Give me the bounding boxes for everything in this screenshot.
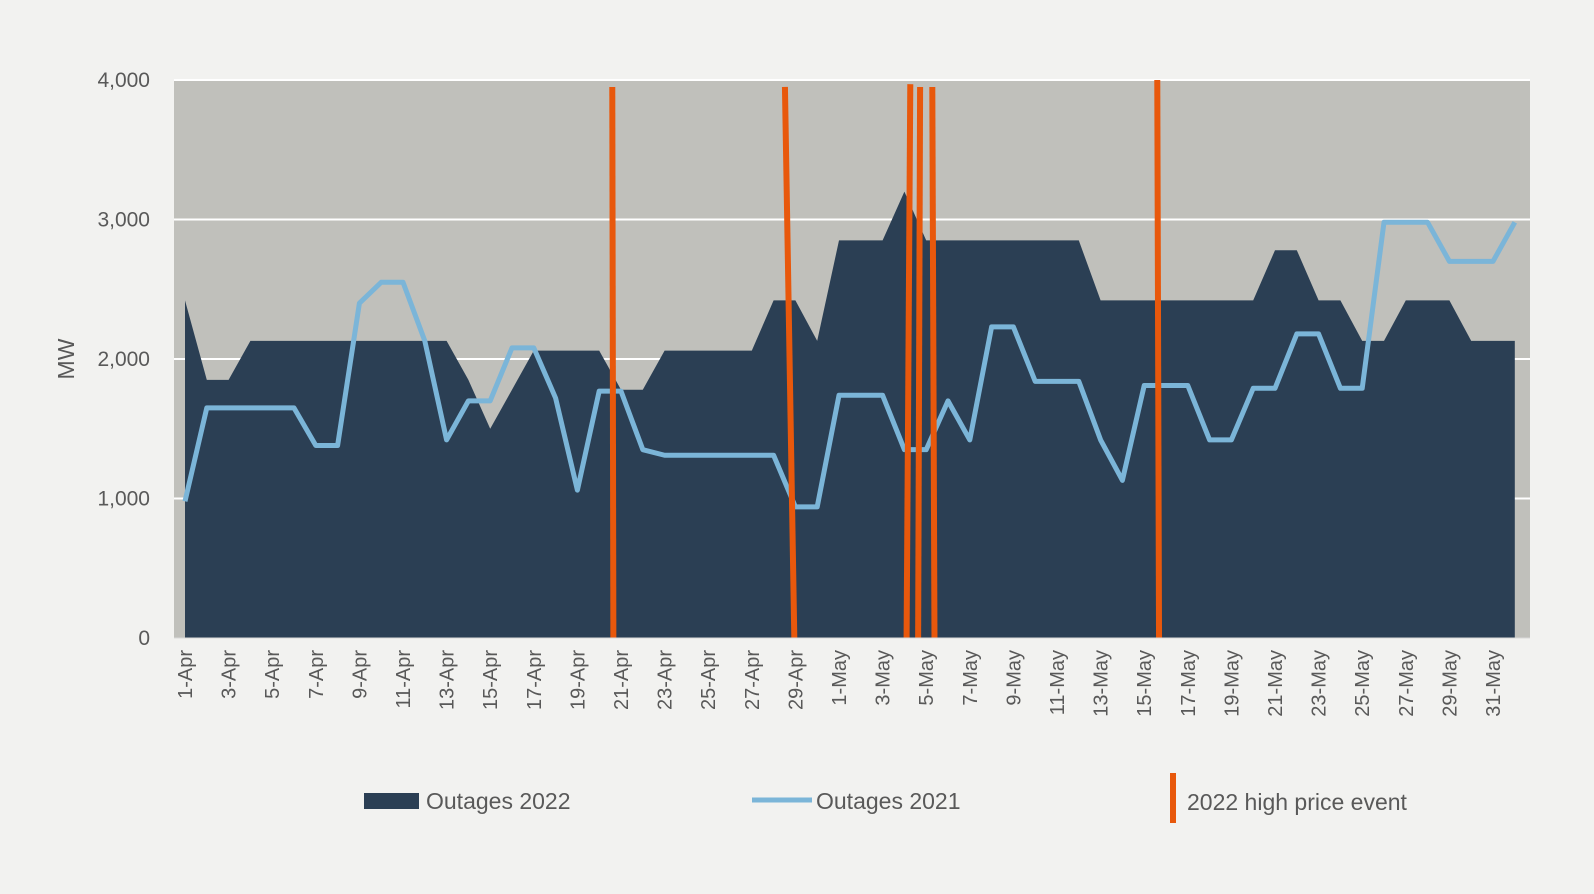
x-tick-label: 5-May [916,650,938,706]
legend-item-outages-2021: Outages 2021 [752,788,961,814]
x-tick-label: 13-May [1091,650,1113,717]
x-tick-label: 15-Apr [480,650,502,710]
legend-item-outages-2022: Outages 2022 [364,788,571,814]
event-marker [609,86,617,639]
x-tick-label: 23-Apr [655,650,677,710]
x-tick-label: 19-Apr [567,650,589,710]
x-tick-label: 13-Apr [437,650,459,710]
x-tick-label: 17-May [1178,650,1200,717]
legend-label-outages-2022: Outages 2022 [426,788,571,814]
x-tick-label: 27-Apr [742,650,764,710]
x-tick-label: 27-May [1396,650,1418,717]
x-axis-ticks: 1-Apr 3-Apr 5-Apr 7-Apr 9-Apr 11-Apr 13-Apr 15-… [175,650,1505,717]
y-tick-label: 3,000 [97,209,150,232]
x-tick-label: 7-Apr [306,650,328,699]
y-tick-label: 2,000 [97,348,150,371]
y-axis-ticks: 0 1,000 2,000 3,000 4,000 [97,69,150,650]
x-tick-label: 9-Apr [349,650,371,699]
x-tick-label: 17-Apr [524,650,546,710]
event-marker [915,86,924,639]
event-marker [1154,79,1163,639]
event-markers [609,79,1163,639]
x-tick-label: 15-May [1134,650,1156,717]
legend: Outages 2022 Outages 2021 2022 high pric… [364,773,1408,823]
x-tick-label: 29-May [1439,650,1461,717]
y-axis-title: MW [53,338,79,379]
x-tick-label: 29-Apr [785,650,807,710]
x-tick-label: 21-Apr [611,650,633,710]
legend-swatch-event [1170,773,1176,823]
series-area-outages-2022 [185,191,1515,638]
x-tick-label: 1-May [829,650,851,706]
x-tick-label: 23-May [1309,650,1331,717]
x-tick-label: 25-May [1352,650,1374,717]
legend-swatch-area [364,793,419,809]
x-tick-label: 7-May [960,650,982,706]
x-tick-label: 1-Apr [175,650,197,699]
legend-item-high-price-event: 2022 high price event [1170,773,1408,823]
x-tick-label: 3-Apr [219,650,241,699]
event-marker [929,86,938,639]
x-tick-label: 5-Apr [262,650,284,699]
x-tick-label: 3-May [873,650,895,706]
x-tick-label: 9-May [1003,650,1025,706]
x-tick-label: 11-May [1047,650,1069,715]
x-tick-label: 31-May [1483,650,1505,717]
y-tick-label: 0 [138,627,150,650]
event-marker [903,84,914,639]
legend-label-high-price-event: 2022 high price event [1187,789,1408,815]
x-tick-label: 11-Apr [393,650,415,709]
x-tick-label: 21-May [1265,650,1287,717]
x-tick-label: 19-May [1221,650,1243,717]
x-tick-label: 25-Apr [698,650,720,710]
y-tick-label: 1,000 [97,488,150,511]
series-line-outages-2021 [182,219,1517,510]
event-marker [781,86,798,639]
y-tick-label: 4,000 [97,69,150,92]
legend-label-outages-2021: Outages 2021 [816,788,961,814]
